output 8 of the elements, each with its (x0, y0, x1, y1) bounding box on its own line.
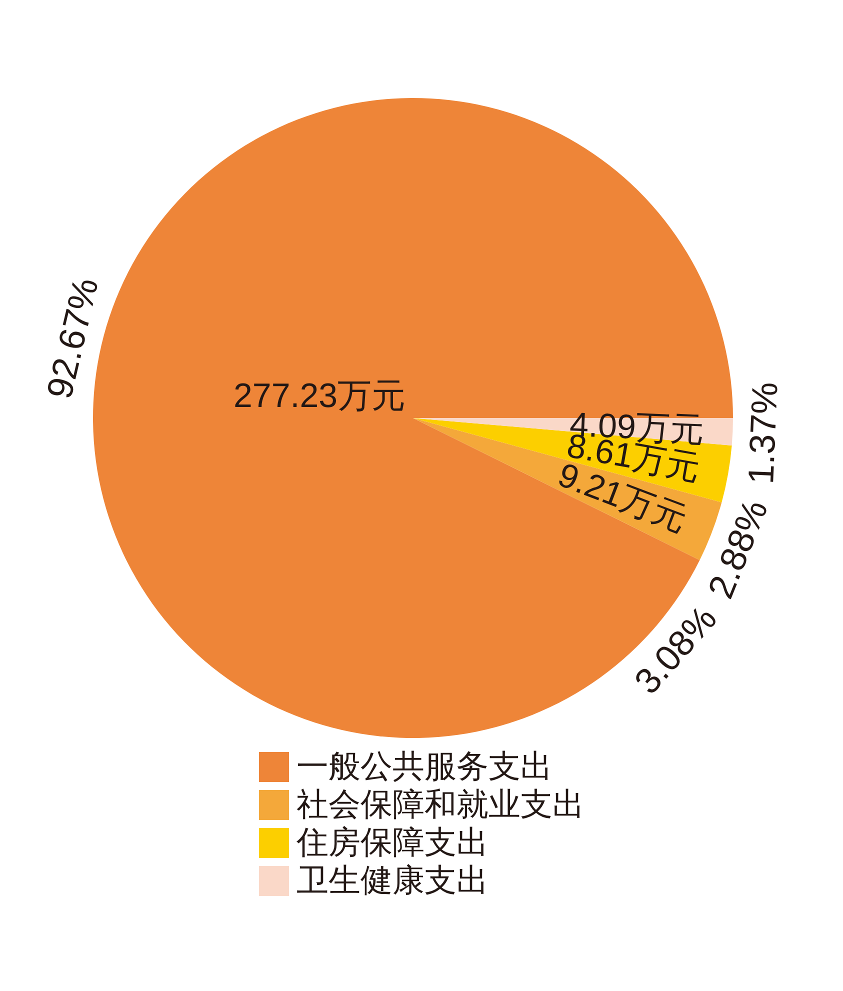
legend-label: 一般公共服务支出 (296, 748, 552, 784)
data-label: 277.23万元 (234, 377, 406, 416)
legend-label: 住房保障支出 (296, 824, 488, 860)
text: 1.37% (740, 381, 786, 485)
legend-label: 卫生健康支出 (296, 861, 488, 900)
legend-label: 社会保障和就业支出 (296, 786, 584, 822)
text: 2.88% (700, 494, 776, 604)
text: 92.67% (38, 274, 106, 402)
